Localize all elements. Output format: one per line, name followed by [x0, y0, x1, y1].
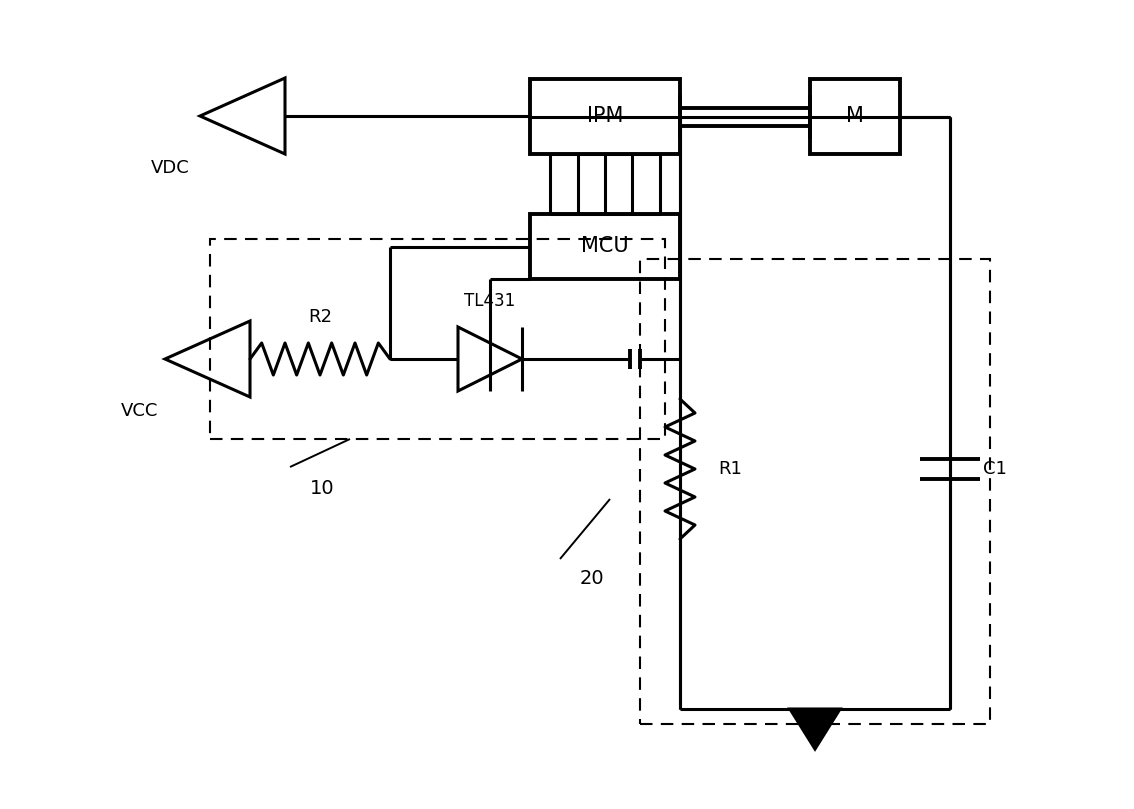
Text: IPM: IPM — [586, 107, 624, 126]
Bar — [810, 79, 900, 154]
Text: VDC: VDC — [151, 159, 189, 177]
Bar — [530, 214, 680, 279]
Bar — [210, 239, 665, 439]
Bar — [640, 259, 990, 724]
Text: R1: R1 — [718, 460, 742, 478]
Text: C1: C1 — [983, 460, 1007, 478]
Text: MCU: MCU — [581, 236, 629, 256]
Bar — [530, 79, 680, 154]
Text: 20: 20 — [579, 570, 604, 588]
Text: M: M — [846, 107, 864, 126]
Text: R2: R2 — [308, 308, 332, 326]
Text: 10: 10 — [310, 480, 335, 498]
Text: VCC: VCC — [121, 402, 159, 420]
Text: TL431: TL431 — [465, 292, 516, 310]
Polygon shape — [790, 709, 840, 749]
